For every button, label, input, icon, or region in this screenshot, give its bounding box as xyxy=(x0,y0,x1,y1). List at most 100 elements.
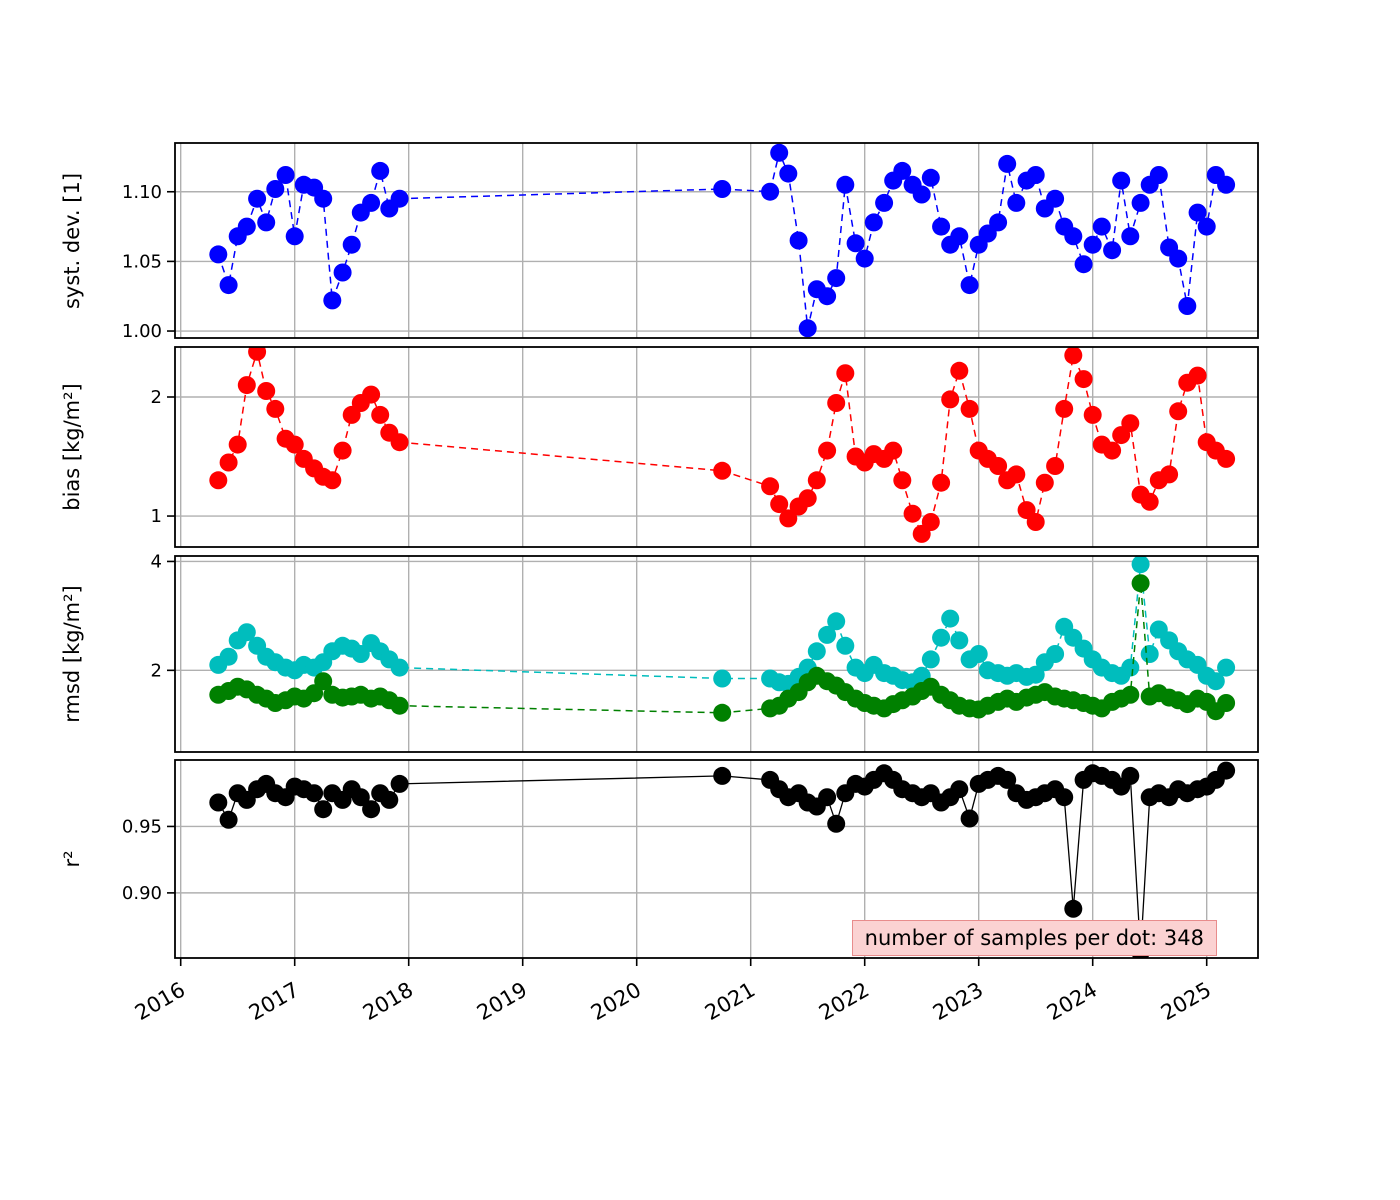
plot-bias: 12 xyxy=(151,346,1259,548)
x-tick-label: 2025 xyxy=(1157,978,1215,1026)
data-point xyxy=(798,489,817,508)
data-point xyxy=(209,245,228,264)
data-point xyxy=(390,774,409,793)
data-point xyxy=(371,161,390,180)
series-group xyxy=(209,143,1236,338)
series-group xyxy=(209,347,1236,543)
data-point xyxy=(798,319,817,338)
samples-annotation: number of samples per dot: 348 xyxy=(851,920,1217,956)
data-point xyxy=(960,276,979,295)
axes-border xyxy=(174,346,1259,548)
data-point xyxy=(1178,297,1197,315)
data-point xyxy=(1121,685,1140,704)
y-tick-label: 1.05 xyxy=(122,251,162,272)
data-point xyxy=(342,235,361,254)
series-line-syst-dev xyxy=(217,150,1227,329)
data-point xyxy=(779,509,798,528)
data-point xyxy=(921,650,940,669)
data-point xyxy=(362,800,381,819)
plot-rmsd: 24 xyxy=(151,551,1259,753)
data-point xyxy=(827,612,846,631)
data-point xyxy=(1064,227,1083,246)
data-point xyxy=(237,623,256,642)
data-point xyxy=(1217,694,1236,712)
data-point xyxy=(362,193,381,212)
data-point xyxy=(1217,175,1236,194)
data-point xyxy=(807,471,826,490)
data-point xyxy=(390,189,409,208)
data-point xyxy=(1074,370,1093,389)
panel-syst-dev: syst. dev. [1] 1.00 1.05 1.10 xyxy=(0,142,1400,342)
data-point xyxy=(1149,166,1168,184)
data-point xyxy=(1074,255,1093,274)
data-point xyxy=(1121,227,1140,246)
data-point xyxy=(1007,193,1026,212)
data-point xyxy=(266,399,285,418)
data-point xyxy=(789,231,808,250)
data-point xyxy=(228,435,247,454)
data-point xyxy=(1197,217,1216,236)
data-point xyxy=(836,636,855,655)
y-tick-label: 1 xyxy=(151,506,162,527)
y-tick-label: 1.10 xyxy=(122,182,162,203)
data-point xyxy=(390,696,409,715)
data-point xyxy=(1046,645,1065,663)
data-point xyxy=(950,631,969,650)
axes-border xyxy=(174,142,1259,339)
y-axis-ticks: 0.90 0.95 xyxy=(122,816,175,904)
data-point xyxy=(1083,235,1102,254)
data-point xyxy=(836,175,855,194)
data-point xyxy=(1055,788,1074,807)
data-point xyxy=(855,249,874,268)
data-point xyxy=(960,809,979,828)
data-point xyxy=(1140,492,1159,511)
data-point xyxy=(248,189,267,208)
data-point xyxy=(209,793,228,812)
data-point xyxy=(1007,465,1026,484)
data-point xyxy=(989,213,1008,232)
data-point xyxy=(248,347,267,361)
y-axis-ticks: 1.00 1.05 1.10 xyxy=(122,182,175,342)
data-point xyxy=(1217,449,1236,468)
data-point xyxy=(333,441,352,460)
data-point xyxy=(390,433,409,452)
data-point xyxy=(285,227,304,246)
data-point xyxy=(219,647,238,666)
data-point xyxy=(950,227,969,246)
data-point xyxy=(770,143,789,162)
data-point xyxy=(1140,645,1159,663)
data-point xyxy=(305,784,324,803)
data-point xyxy=(380,790,399,809)
data-point xyxy=(1169,249,1188,268)
data-point xyxy=(903,504,922,523)
x-tick-label: 2022 xyxy=(815,978,873,1026)
data-point xyxy=(932,628,951,647)
data-point xyxy=(770,495,789,514)
data-point xyxy=(1121,766,1140,785)
data-point xyxy=(807,642,826,661)
grid-lines xyxy=(175,556,1258,752)
data-point xyxy=(371,405,390,424)
data-point xyxy=(1188,203,1207,222)
data-point xyxy=(314,189,333,208)
data-point xyxy=(266,180,285,198)
data-point xyxy=(713,766,732,785)
data-point xyxy=(875,193,894,212)
data-point xyxy=(827,814,846,833)
data-point xyxy=(1046,457,1065,475)
data-point xyxy=(1064,347,1083,365)
data-point xyxy=(998,154,1017,173)
data-point xyxy=(1083,405,1102,424)
x-tick-label: 2016 xyxy=(131,978,189,1026)
data-point xyxy=(314,800,333,819)
data-point xyxy=(237,217,256,236)
data-point xyxy=(362,385,381,404)
data-point xyxy=(314,672,333,691)
data-point xyxy=(713,703,732,722)
series-group xyxy=(209,556,1236,722)
data-point xyxy=(818,441,837,460)
data-point xyxy=(932,217,951,236)
data-point xyxy=(761,477,780,496)
